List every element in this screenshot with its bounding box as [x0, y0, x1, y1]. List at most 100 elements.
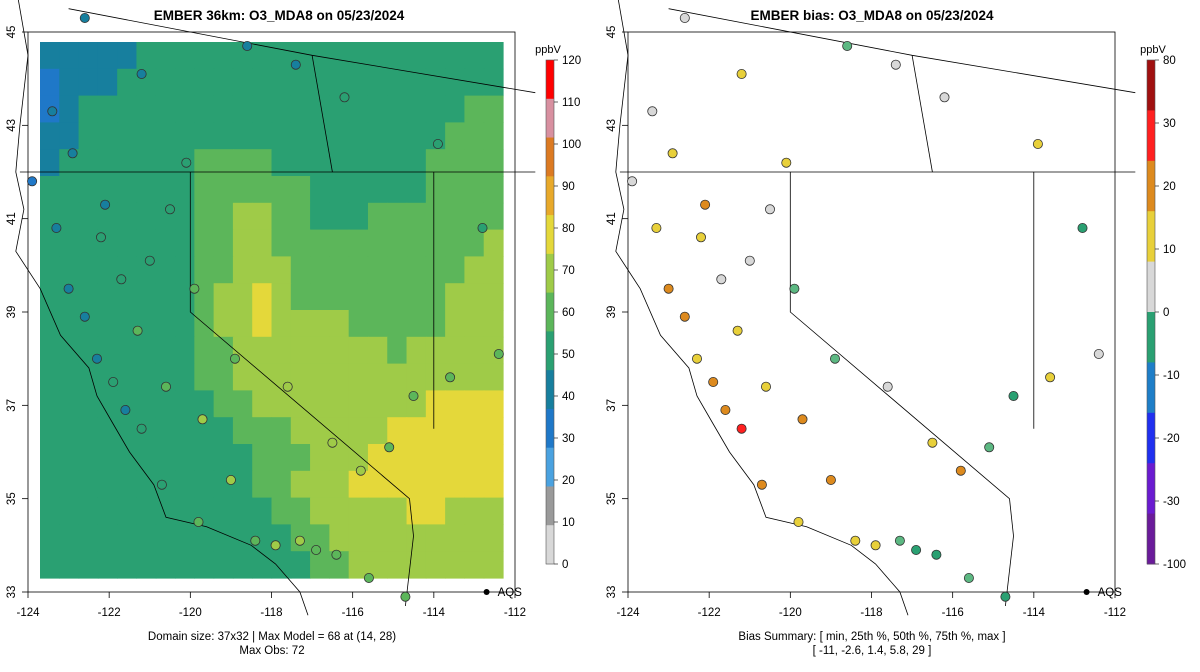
grid-cell: [290, 417, 311, 445]
grid-cell: [136, 497, 157, 525]
station-point: [1045, 372, 1056, 383]
grid-cell: [117, 229, 138, 257]
grid-cell: [483, 551, 504, 579]
grid-cell: [40, 256, 60, 284]
grid-cell: [194, 551, 215, 579]
grid-cell: [59, 122, 80, 150]
grid-cell: [194, 68, 215, 97]
grid-cell: [290, 68, 311, 97]
grid-cell: [425, 283, 446, 311]
station-point: [67, 148, 78, 159]
station-point: [890, 59, 901, 70]
colorbar-tick-label: -100: [1163, 559, 1186, 571]
grid-cell: [271, 122, 292, 150]
grid-cell: [117, 363, 138, 391]
grid-cell: [445, 202, 466, 231]
grid-cell: [117, 68, 138, 97]
grid-cell: [425, 390, 446, 418]
grid-cell: [155, 256, 176, 284]
right-colorbar-unit: ppbV: [1140, 44, 1166, 56]
colorbar-segment: [1147, 211, 1155, 263]
grid-cell: [406, 202, 427, 231]
colorbar-tick-label: 10: [1163, 244, 1176, 256]
grid-cell: [40, 122, 60, 150]
grid-cell: [78, 256, 99, 284]
grid-cell: [213, 497, 234, 525]
colorbar-tick-label: 0: [562, 559, 568, 571]
grid-cell: [97, 310, 118, 338]
station-point: [116, 274, 127, 285]
grid-cell: [78, 122, 99, 150]
grid-cell: [329, 336, 350, 365]
station-point: [290, 59, 301, 70]
station-point: [136, 423, 147, 434]
grid-cell: [97, 256, 118, 284]
grid-cell: [213, 122, 234, 150]
grid-cell: [175, 551, 195, 579]
colorbar-segment: [546, 447, 554, 487]
grid-cell: [97, 42, 118, 70]
grid-cell: [367, 310, 388, 338]
grid-cell: [406, 444, 427, 472]
grid-cell: [290, 470, 311, 499]
station-point: [160, 381, 171, 392]
grid-cell: [406, 149, 427, 177]
y-tick-label: 35: [6, 492, 18, 505]
grid-cell: [290, 336, 311, 365]
station-point: [327, 437, 338, 448]
grid-cell: [329, 149, 350, 177]
grid-cell: [271, 390, 292, 418]
colorbar-tick-label: 10: [562, 517, 575, 529]
station-point: [761, 381, 772, 392]
grid-cell: [136, 95, 157, 123]
colorbar-tick-label: 30: [562, 433, 575, 445]
station-point: [870, 540, 881, 551]
colorbar-segment: [546, 176, 554, 216]
grid-cell: [425, 256, 446, 284]
station-point: [400, 591, 411, 602]
grid-cell: [367, 256, 388, 284]
colorbar-segment: [546, 331, 554, 371]
grid-cell: [252, 229, 273, 257]
grid-cell: [425, 497, 446, 525]
station-point: [189, 283, 200, 294]
grid-cell: [483, 229, 504, 257]
station-point: [96, 232, 107, 243]
grid-cell: [290, 283, 311, 311]
grid-cell: [194, 149, 215, 177]
aqs-marker-right: AQS: [1083, 587, 1122, 599]
grid-cell: [78, 444, 99, 472]
grid-cell: [213, 363, 234, 391]
grid-cell: [78, 283, 99, 311]
grid-cell: [40, 497, 60, 525]
grid-cell: [252, 363, 273, 391]
grid-cell: [117, 524, 138, 552]
border-line: [311, 55, 333, 173]
station-point: [108, 376, 119, 387]
grid-cell: [387, 229, 408, 257]
grid-cell: [59, 336, 80, 365]
grid-cell: [290, 229, 311, 257]
aqs-label-left: AQS: [498, 587, 523, 599]
grid-cell: [155, 524, 176, 552]
grid-cell: [406, 283, 427, 311]
grid-cell: [329, 42, 350, 70]
grid-cell: [310, 176, 330, 204]
colorbar-tick-label: 0: [1163, 307, 1169, 319]
bias-stations: [627, 12, 1104, 602]
station-point: [408, 390, 419, 401]
grid-cell: [194, 470, 215, 499]
station-point: [894, 535, 905, 546]
grid-cell: [136, 363, 157, 391]
station-point: [744, 255, 755, 266]
station-point: [647, 106, 658, 117]
grid-cell: [117, 95, 138, 123]
grid-cell: [290, 363, 311, 391]
x-tick-label: -114: [423, 607, 446, 619]
station-point: [708, 376, 719, 387]
grid-cell: [194, 524, 215, 552]
grid-cell: [194, 256, 215, 284]
grid-cell: [425, 444, 446, 472]
y-tick-label: 43: [606, 119, 618, 132]
grid-cell: [194, 122, 215, 150]
